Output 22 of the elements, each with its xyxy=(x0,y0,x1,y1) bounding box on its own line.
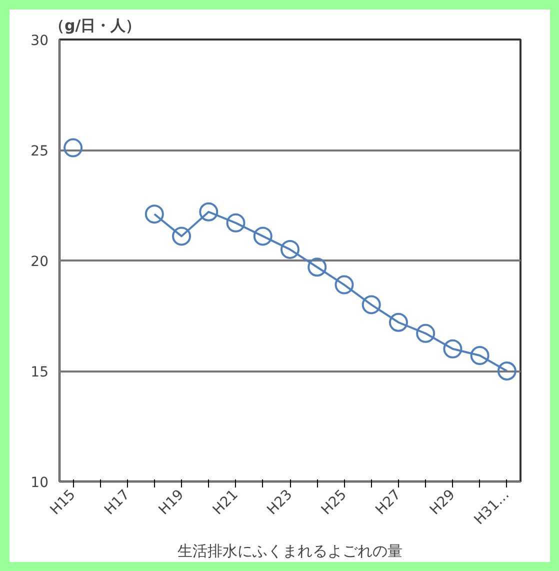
point xyxy=(497,362,516,380)
point xyxy=(280,240,300,259)
point xyxy=(334,275,354,294)
y-tick-label: 20 xyxy=(30,254,49,270)
point xyxy=(253,226,272,246)
point xyxy=(172,226,192,246)
point xyxy=(443,339,462,358)
point xyxy=(416,324,436,343)
point xyxy=(226,213,246,232)
point xyxy=(308,258,327,277)
point xyxy=(388,312,408,332)
y-tick-label: 25 xyxy=(30,144,49,160)
y-axis-title: （g/日・人） xyxy=(50,16,141,34)
y-tick-label: 10 xyxy=(30,475,49,491)
x-axis-title: 生活排水にふくまれるよごれの量 xyxy=(178,542,402,560)
y-tick-label: 30 xyxy=(30,33,49,49)
point xyxy=(199,202,218,222)
y-tick-label: 15 xyxy=(30,364,49,380)
point xyxy=(362,295,381,314)
point xyxy=(470,346,490,366)
point xyxy=(144,204,164,224)
point xyxy=(64,138,83,158)
